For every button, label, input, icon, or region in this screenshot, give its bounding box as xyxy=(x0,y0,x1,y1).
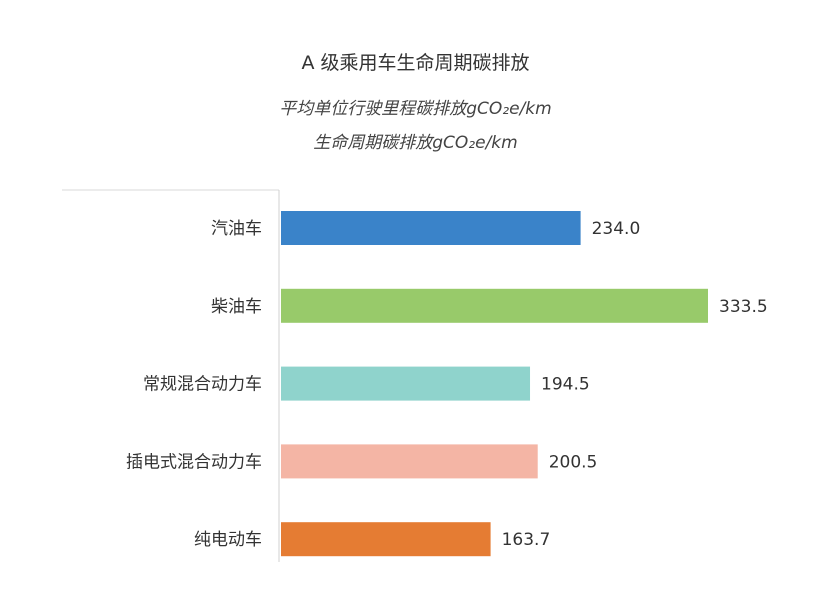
category-label: 纯电动车 xyxy=(194,530,262,550)
bar xyxy=(281,366,531,401)
chart-subtitle-1: 平均单位行驶里程碳排放gCO₂e/km xyxy=(279,99,552,119)
value-label: 200.5 xyxy=(549,452,598,472)
chart-title: A 级乘用车生命周期碳排放 xyxy=(301,52,530,74)
bars-group: 汽油车 234.0 柴油车 333.5 常规混合动力车 194.5 插电式混合动力车 200.… xyxy=(126,211,768,557)
value-label: 194.5 xyxy=(541,375,590,395)
value-label: 234.0 xyxy=(592,219,641,239)
category-label: 常规混合动力车 xyxy=(143,375,262,395)
bar xyxy=(281,444,538,479)
value-label: 333.5 xyxy=(719,297,768,317)
value-label: 163.7 xyxy=(502,530,551,550)
chart-subtitle-2: 生命周期碳排放gCO₂e/km xyxy=(313,133,518,153)
bar xyxy=(281,522,491,557)
bar xyxy=(281,211,581,245)
category-label: 柴油车 xyxy=(211,297,262,317)
bar xyxy=(281,288,708,323)
category-label: 插电式混合动力车 xyxy=(126,452,262,472)
category-label: 汽油车 xyxy=(211,219,262,239)
